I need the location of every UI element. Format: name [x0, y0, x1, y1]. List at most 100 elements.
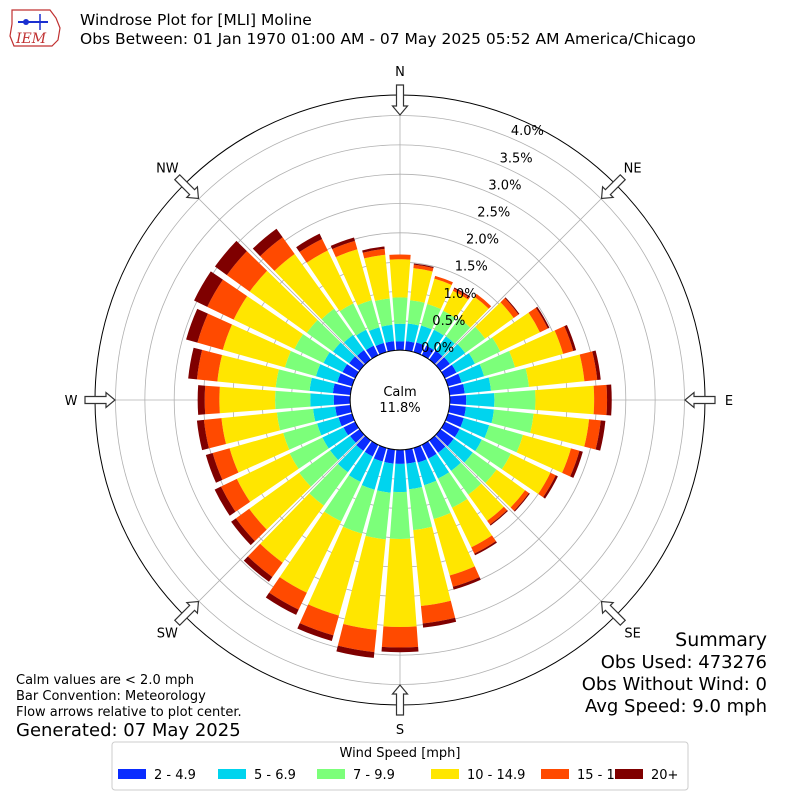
wind-bar-segment — [384, 448, 395, 464]
compass-labels: N NE E SE S SW W NW — [65, 65, 734, 738]
grid-spoke — [184, 184, 401, 401]
wind-bar-segment — [500, 298, 519, 318]
summary-obs-used: Obs Used: 473276 — [601, 652, 767, 673]
radial-tick-label: 2.5% — [477, 205, 510, 220]
grid-spoke — [399, 399, 616, 616]
compass-label: N — [395, 65, 405, 80]
notes-block: Calm values are < 2.0 mph Bar Convention… — [16, 673, 242, 741]
wind-bar-segment — [296, 233, 323, 253]
wind-bar-segment — [424, 480, 451, 520]
wind-bar-segment — [330, 237, 355, 250]
wind-bar-segment — [336, 645, 375, 658]
wind-bar-segment — [349, 356, 365, 371]
legend-swatch — [615, 769, 643, 779]
wind-bar-segment — [405, 341, 415, 352]
wind-bar-segment — [383, 538, 417, 627]
wind-bar-segment — [343, 334, 364, 356]
wind-bar-segment — [445, 318, 471, 344]
wind-bar-segment — [395, 449, 405, 464]
wind-bar-segment — [489, 510, 508, 526]
wind-bar-segment — [196, 419, 209, 451]
wind-bar-segment — [474, 541, 497, 556]
wind-bar-segment — [438, 446, 461, 471]
wind-bar-segment — [389, 254, 411, 260]
wind-bar-segment — [413, 526, 451, 606]
wind-bar-segment — [219, 386, 276, 414]
wind-bar-segment — [269, 577, 307, 610]
wind-bar-segment — [374, 298, 393, 327]
wind-bar-segment — [205, 453, 223, 483]
wind-bar-segment — [364, 441, 379, 457]
wind-bar-segment — [429, 435, 446, 453]
wind-bar-segment — [332, 342, 356, 364]
wind-bar-segment — [343, 535, 386, 630]
wind-bar-segment — [362, 248, 386, 259]
wind-bar-segment — [451, 353, 475, 373]
legend: Wind Speed [mph] 2 - 4.9 5 - 6.9 7 - 9.9 10… — [111, 741, 689, 791]
flow-arrow-icon — [600, 600, 627, 627]
legend-label: 5 - 6.9 — [254, 768, 296, 783]
wind-bar-segment — [530, 413, 590, 447]
wind-bar-segment — [309, 377, 335, 394]
compass-label: SW — [157, 627, 178, 642]
wind-bar-segment — [513, 492, 530, 512]
wind-bar-segment — [339, 303, 367, 336]
wind-bar-segment — [194, 271, 223, 307]
summary-block: Summary Obs Used: 473276 Obs Without Win… — [582, 629, 767, 717]
wind-bar-segment — [443, 290, 469, 319]
wind-bar-segment — [416, 325, 432, 346]
wind-bar-segment — [356, 435, 371, 451]
wind-bar-segment — [426, 329, 444, 351]
wind-bar-segment — [435, 357, 450, 371]
wind-bar-segment — [335, 249, 372, 306]
wind-bar-segment — [196, 349, 223, 382]
wind-bar-segment — [510, 490, 529, 511]
wind-bar-segment — [243, 556, 273, 582]
calm-circle — [349, 349, 451, 451]
wind-bar-segment — [407, 300, 425, 326]
legend-label: 2 - 4.9 — [154, 768, 196, 783]
wind-bar-segment — [283, 423, 322, 450]
wind-bar-segment — [504, 297, 520, 315]
wind-bar-segment — [445, 373, 462, 387]
radial-tick-label: 0.0% — [421, 341, 454, 356]
wind-bar-segment — [365, 490, 391, 540]
legend-label: 10 - 14.9 — [467, 768, 525, 783]
wind-bar-segment — [421, 304, 441, 330]
wind-bar-segment — [332, 383, 352, 395]
wind-bar-segment — [221, 412, 281, 445]
radial-tick-label: 2.0% — [466, 233, 499, 248]
wind-bar-segment — [448, 405, 466, 417]
wind-bar-segment — [452, 288, 470, 300]
wind-bar-segment — [381, 646, 419, 653]
wind-bar-segment — [214, 486, 236, 516]
wind-bar-segment — [421, 345, 434, 359]
wind-bar-segment — [449, 566, 480, 587]
wind-bar-segment — [279, 511, 342, 593]
wind-bar-segment — [203, 418, 227, 449]
wind-bar-segment — [468, 483, 504, 521]
wind-bar-segment — [214, 240, 247, 276]
legend-swatch — [118, 769, 146, 779]
wind-bar-segment — [356, 329, 374, 351]
wind-bar-segment — [471, 535, 496, 554]
wind-bar-segment — [466, 393, 495, 407]
wind-bar-segment — [595, 420, 606, 451]
wind-bar-segment — [413, 342, 425, 355]
legend-label: 20+ — [651, 768, 678, 783]
plot-title: Windrose Plot for [MLI] Moline — [80, 11, 312, 29]
summary-avg-speed: Avg Speed: 9.0 mph — [585, 696, 767, 717]
wind-bar-segment — [297, 623, 334, 641]
wind-bar-segment — [468, 337, 501, 364]
wind-bar-segment — [337, 444, 364, 473]
wind-bar-segment — [435, 429, 454, 447]
radial-tick-label: 1.0% — [444, 287, 477, 302]
wind-bar-segment — [357, 350, 371, 365]
wind-bar-segment — [265, 592, 299, 615]
wind-bar-segment — [485, 469, 526, 508]
wind-bar-segment — [348, 451, 373, 482]
legend-items: 2 - 4.9 5 - 6.9 7 - 9.9 10 - 14.9 15 - 19.9 2… — [118, 768, 678, 783]
wind-bar-segment — [197, 385, 206, 415]
legend-swatch — [541, 769, 569, 779]
wind-bar-segment — [335, 405, 352, 416]
